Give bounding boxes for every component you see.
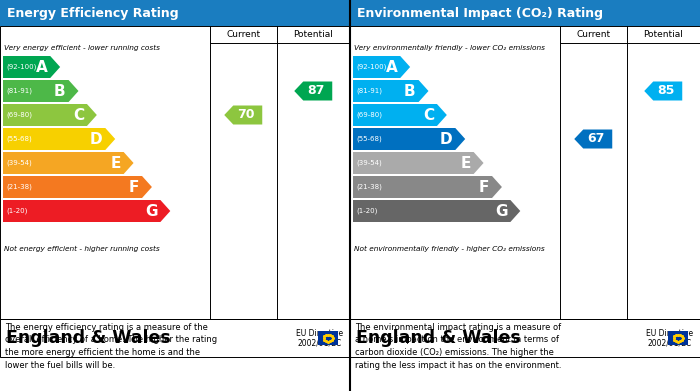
Bar [0, 26, 350, 319]
Polygon shape [294, 81, 332, 100]
Text: EU Directive: EU Directive [646, 330, 694, 339]
Polygon shape [644, 81, 682, 100]
Bar [350, 319, 700, 357]
Bar [0, 0, 350, 26]
Text: 67: 67 [587, 133, 604, 145]
Text: 87: 87 [307, 84, 324, 97]
Text: (92-100): (92-100) [356, 64, 386, 70]
Polygon shape [3, 128, 116, 150]
Polygon shape [3, 176, 152, 198]
Text: (39-54): (39-54) [6, 160, 32, 166]
Polygon shape [353, 128, 466, 150]
Polygon shape [353, 176, 502, 198]
Text: (21-38): (21-38) [356, 184, 382, 190]
Polygon shape [353, 80, 428, 102]
Text: The environmental impact rating is a measure of
a home's impact on the environme: The environmental impact rating is a mea… [355, 323, 561, 369]
Text: F: F [129, 179, 139, 194]
Text: (81-91): (81-91) [356, 88, 382, 94]
Bar [0, 319, 350, 357]
Text: G: G [495, 203, 508, 219]
Polygon shape [3, 152, 134, 174]
Text: D: D [90, 131, 102, 147]
Text: Current: Current [226, 30, 260, 39]
Text: B: B [404, 84, 416, 99]
Text: D: D [440, 131, 452, 147]
Text: 85: 85 [657, 84, 674, 97]
Text: F: F [479, 179, 489, 194]
Polygon shape [3, 56, 60, 78]
Polygon shape [353, 200, 520, 222]
Bar [350, 26, 700, 319]
Text: A: A [386, 59, 397, 75]
Text: (69-80): (69-80) [6, 112, 32, 118]
Text: Energy Efficiency Rating: Energy Efficiency Rating [7, 7, 178, 20]
Text: Environmental Impact (CO₂) Rating: Environmental Impact (CO₂) Rating [357, 7, 603, 20]
Polygon shape [224, 106, 262, 124]
Text: England & Wales: England & Wales [6, 329, 171, 347]
Text: (69-80): (69-80) [356, 112, 382, 118]
Bar [668, 331, 688, 345]
Text: England & Wales: England & Wales [356, 329, 521, 347]
Text: (81-91): (81-91) [6, 88, 32, 94]
Text: Current: Current [576, 30, 610, 39]
Polygon shape [353, 152, 484, 174]
Text: Very energy efficient - lower running costs: Very energy efficient - lower running co… [4, 45, 160, 51]
Polygon shape [3, 104, 97, 126]
Text: G: G [145, 203, 158, 219]
Bar [350, 0, 700, 26]
Text: EU Directive: EU Directive [296, 330, 344, 339]
Text: 2002/91/EC: 2002/91/EC [648, 339, 692, 348]
Text: (55-68): (55-68) [356, 136, 382, 142]
Text: C: C [423, 108, 434, 122]
Text: 70: 70 [237, 108, 254, 122]
Text: The energy efficiency rating is a measure of the
overall efficiency of a home. T: The energy efficiency rating is a measur… [5, 323, 217, 369]
Text: (21-38): (21-38) [6, 184, 32, 190]
Text: Not environmentally friendly - higher CO₂ emissions: Not environmentally friendly - higher CO… [354, 246, 545, 252]
Text: (55-68): (55-68) [6, 136, 32, 142]
Text: B: B [54, 84, 66, 99]
Text: (92-100): (92-100) [6, 64, 36, 70]
Text: E: E [461, 156, 470, 170]
Text: Potential: Potential [293, 30, 333, 39]
Text: C: C [73, 108, 84, 122]
Polygon shape [353, 104, 447, 126]
Text: (1-20): (1-20) [356, 208, 377, 214]
Polygon shape [353, 56, 410, 78]
Polygon shape [574, 129, 612, 149]
Polygon shape [3, 200, 170, 222]
Text: 2002/91/EC: 2002/91/EC [298, 339, 342, 348]
Text: (39-54): (39-54) [356, 160, 382, 166]
Text: (1-20): (1-20) [6, 208, 27, 214]
Text: E: E [111, 156, 120, 170]
Polygon shape [3, 80, 78, 102]
Text: Potential: Potential [643, 30, 683, 39]
Text: Not energy efficient - higher running costs: Not energy efficient - higher running co… [4, 246, 160, 252]
Bar [318, 331, 338, 345]
Text: A: A [36, 59, 47, 75]
Text: Very environmentally friendly - lower CO₂ emissions: Very environmentally friendly - lower CO… [354, 45, 545, 51]
